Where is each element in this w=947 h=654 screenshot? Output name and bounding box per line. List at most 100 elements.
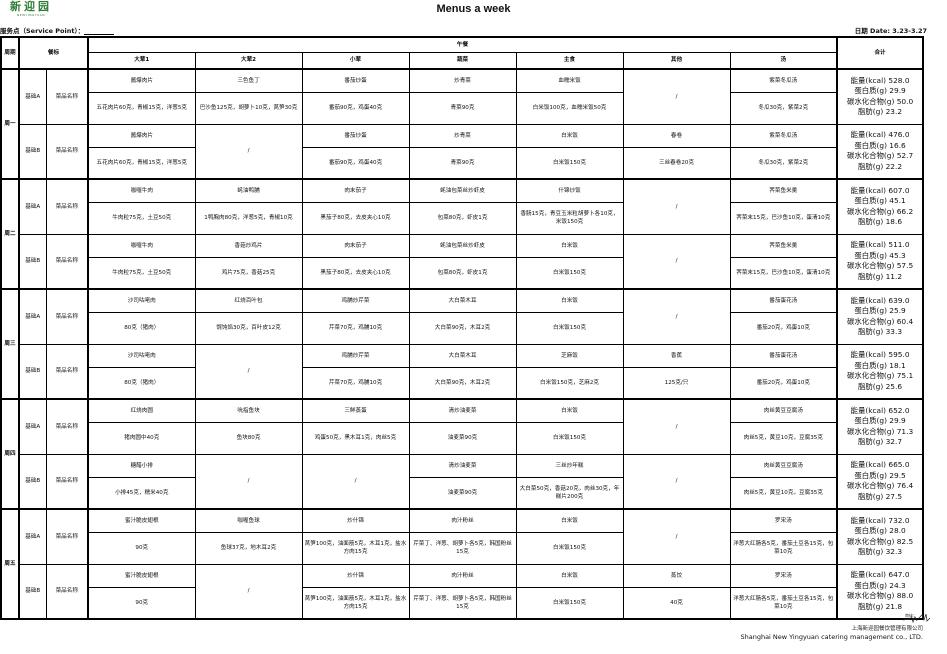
dish-name: 蜜汁脆皮翅根 bbox=[87, 508, 196, 533]
dish-name: 糖醋小排 bbox=[87, 453, 196, 478]
dish-ingredients: 鱼球37克，地木耳2克 bbox=[194, 531, 303, 565]
dish-name-label: 菜品名称 bbox=[45, 563, 90, 620]
meal-standard-label: 基础B bbox=[18, 123, 47, 180]
nutrition-line: 脂肪(g) 25.6 bbox=[858, 381, 903, 391]
column-header-5: 主食 bbox=[515, 51, 624, 70]
dish-name: 蜜汁脆皮翅根 bbox=[87, 563, 196, 588]
nutrition-line: 能量(kcal) 607.0 bbox=[850, 185, 910, 195]
menu-table: 周期 餐标 午餐 合计 大荤1 大荤2 小荤 蔬菜 主食 其他汤 周一 基础A 菜品名称 酱爆肉… bbox=[0, 36, 925, 620]
dish-detail-row: 80克（猪肉） 芹菜70克，鸡脯10克 大白菜90克，木耳2克 白米饭150克，芝麻2… bbox=[1, 366, 923, 400]
dish-name: 白米饭 bbox=[515, 563, 624, 588]
meal-standard-label: 基础A bbox=[18, 288, 47, 345]
dish-ingredients: 大白菜90克，木耳2克 bbox=[408, 366, 517, 400]
dish-ingredients: 番茄20克，鸡蛋10克 bbox=[729, 311, 838, 345]
column-header-4: 蔬菜 bbox=[408, 51, 517, 70]
nutrition-line: 能量(kcal) 476.0 bbox=[850, 130, 910, 140]
dish-ingredients: 包菜80克，虾皮1克 bbox=[408, 256, 517, 290]
dish-detail-row: 牛肉粒75克，土豆50克 鸡片75克，香菇25克 黑茄子80克，去皮夹心10克 包菜8… bbox=[1, 256, 923, 290]
nutrition-total: 能量(kcal) 639.0 蛋白质(g) 25.9 碳水化合物(g) 60.4 脂肪… bbox=[836, 288, 924, 345]
dish-name: 肉汁粉丝 bbox=[408, 563, 517, 588]
nutrition-line: 脂肪(g) 23.2 bbox=[858, 107, 903, 117]
dish-name: 鸡脯炒芹菜 bbox=[301, 343, 410, 368]
dish-name: 炒青菜 bbox=[408, 68, 517, 93]
empty-dish-cell: / bbox=[622, 178, 731, 235]
company-logo: 新迎园 NEWYINGYUAN bbox=[10, 0, 52, 18]
nutrition-line: 脂肪(g) 18.6 bbox=[858, 217, 903, 227]
nutrition-line: 脂肪(g) 27.5 bbox=[858, 491, 903, 501]
day-label: 周一 bbox=[0, 68, 20, 180]
dish-name: 沙司咕咾肉 bbox=[87, 343, 196, 368]
dish-name-row: 周三 基础A 菜品名称 沙司咕咾肉 红烧百叶包 鸡脯炒芹菜 大白菜木耳 白米饭 / 番茄蛋花汤 能量… bbox=[0, 288, 924, 400]
column-header-7: 汤 bbox=[729, 51, 838, 70]
logo-text: 新迎园 bbox=[10, 0, 52, 13]
dish-name: 炒什锦 bbox=[301, 563, 410, 588]
header-standard: 餐标 bbox=[18, 36, 90, 70]
nutrition-line: 能量(kcal) 647.0 bbox=[850, 570, 910, 580]
nutrition-line: 碳水化合物(g) 57.5 bbox=[846, 261, 914, 271]
dish-ingredients: 白米饭150克，芝麻2克 bbox=[515, 366, 624, 400]
dish-name: 三鲜蒸蛋 bbox=[301, 398, 410, 423]
dish-detail-row: 80克（猪肉） 馄饨馅30克，百叶皮12克 芹菜70克，鸡脯10克 大白菜90克，木耳… bbox=[1, 311, 923, 345]
nutrition-total: 能量(kcal) 595.0 蛋白质(g) 18.1 碳水化合物(g) 75.1 脂肪… bbox=[836, 343, 924, 400]
dish-ingredients: 白米饭150克 bbox=[515, 311, 624, 345]
page-title: Menus a week bbox=[436, 3, 511, 15]
nutrition-line: 能量(kcal) 665.0 bbox=[850, 460, 910, 470]
nutrition-line: 碳水化合物(g) 60.4 bbox=[846, 316, 914, 326]
company-name-en: Shanghai New Yingyuan catering managemen… bbox=[740, 633, 923, 641]
empty-dish-cell: / bbox=[194, 123, 303, 180]
dish-ingredients: 大白菜90克，木耳2克 bbox=[408, 311, 517, 345]
company-name-cn: 上海新迎园餐饮管理有限公司 bbox=[851, 626, 923, 632]
dish-ingredients: 油麦菜90克 bbox=[408, 421, 517, 455]
dish-ingredients: 莴笋100克，油面筋5克，木耳1克，盐水方肉15克 bbox=[301, 586, 410, 620]
nutrition-line: 能量(kcal) 652.0 bbox=[850, 405, 910, 415]
nutrition-line: 蛋白质(g) 25.9 bbox=[854, 306, 906, 316]
dish-ingredients: 猪肉圆中40克 bbox=[87, 421, 196, 455]
service-point-label: 服务点（Service Point）： bbox=[0, 27, 85, 35]
dish-ingredients: 白米饭100克，血糯米饭50克 bbox=[515, 91, 624, 125]
dish-name: 大白菜木耳 bbox=[408, 343, 517, 368]
dish-name: 沙司咕咾肉 bbox=[87, 288, 196, 313]
nutrition-total: 能量(kcal) 647.0 蛋白质(g) 24.3 碳水化合物(g) 88.0 脂肪… bbox=[836, 563, 924, 620]
dish-name: 酱爆肉片 bbox=[87, 68, 196, 93]
dish-ingredients: 鸡蛋50克，黑木耳1克，肉丝5克 bbox=[301, 421, 410, 455]
dish-ingredients: 芹菜70克，鸡脯10克 bbox=[301, 311, 410, 345]
nutrition-total: 能量(kcal) 528.0 蛋白质(g) 29.9 碳水化合物(g) 50.0 脂肪… bbox=[836, 68, 924, 125]
nutrition-total: 能量(kcal) 476.0 蛋白质(g) 16.6 碳水化合物(g) 52.7 脂肪… bbox=[836, 123, 924, 180]
meal-standard-label: 基础A bbox=[18, 178, 47, 235]
nutrition-line: 脂肪(g) 32.3 bbox=[858, 547, 903, 557]
dish-ingredients: 鸡片75克，香菇25克 bbox=[194, 256, 303, 290]
empty-dish-cell: / bbox=[622, 233, 731, 290]
service-point-blank bbox=[84, 34, 115, 35]
nutrition-line: 能量(kcal) 732.0 bbox=[850, 515, 910, 525]
dish-ingredients: 番茄90克，鸡蛋40克 bbox=[301, 91, 410, 125]
dish-name: 肉末茄子 bbox=[301, 233, 410, 258]
nutrition-line: 脂肪(g) 21.8 bbox=[858, 601, 903, 611]
nutrition-line: 碳水化合物(g) 82.5 bbox=[846, 536, 914, 546]
dish-detail-row: 牛肉粒75克，土豆50克 1鸭胸肉80克，洋葱5克，青椒10克 黑茄子80克，去皮夹… bbox=[1, 201, 923, 235]
day-label: 周二 bbox=[0, 178, 20, 290]
nutrition-line: 碳水化合物(g) 71.3 bbox=[846, 426, 914, 436]
column-header-6: 其他 bbox=[622, 51, 731, 70]
dish-name-row: 周一 基础A 菜品名称 酱爆肉片 三色鱼丁 番茄炒蛋 炒青菜 血糯米饭 / 紫菜冬瓜汤 能量(kca… bbox=[0, 68, 924, 180]
dish-name-row: 基础B 菜品名称 糖醋小排 / / 清炒油麦菜 三丝炒年糕 / 肉丝黄豆豆腐汤 能量(kcal) … bbox=[1, 453, 924, 510]
meal-standard-label: 基础A bbox=[18, 398, 47, 455]
dish-name: 白米饭 bbox=[515, 288, 624, 313]
dish-name: 白米饭 bbox=[515, 508, 624, 533]
dish-name-label: 菜品名称 bbox=[45, 68, 90, 125]
dish-ingredients: 冬瓜30克，紫菜2克 bbox=[729, 146, 838, 180]
dish-ingredients: 1鸭胸肉80克，洋葱5克，青椒10克 bbox=[194, 201, 303, 235]
dish-name-row: 基础B 菜品名称 沙司咕咾肉 / 鸡脯炒芹菜 大白菜木耳 芝麻饭 香蕉 番茄蛋花汤 能量(kcal… bbox=[1, 343, 924, 400]
dish-name-label: 菜品名称 bbox=[45, 178, 90, 235]
dish-ingredients: 牛肉粒75克，土豆50克 bbox=[87, 256, 196, 290]
empty-dish-cell: / bbox=[622, 68, 731, 125]
dish-detail-row: 小排45克，糯米40克 油麦菜90克 大白菜50克，香菇20克，肉丝30克，年糕片2… bbox=[1, 476, 923, 510]
dish-ingredients: 青菜90克 bbox=[408, 146, 517, 180]
dish-name: 芝麻饭 bbox=[515, 343, 624, 368]
logo-subtext: NEWYINGYUAN bbox=[16, 13, 46, 17]
nutrition-line: 蛋白质(g) 29.9 bbox=[854, 416, 906, 426]
nutrition-line: 碳水化合物(g) 76.4 bbox=[846, 481, 914, 491]
dish-ingredients: 番茄90克，鸡蛋40克 bbox=[301, 146, 410, 180]
dish-name: 咖喱牛肉 bbox=[87, 178, 196, 203]
dish-name: 红烧肉圆 bbox=[87, 398, 196, 423]
dish-ingredients: 青菜90克 bbox=[408, 91, 517, 125]
